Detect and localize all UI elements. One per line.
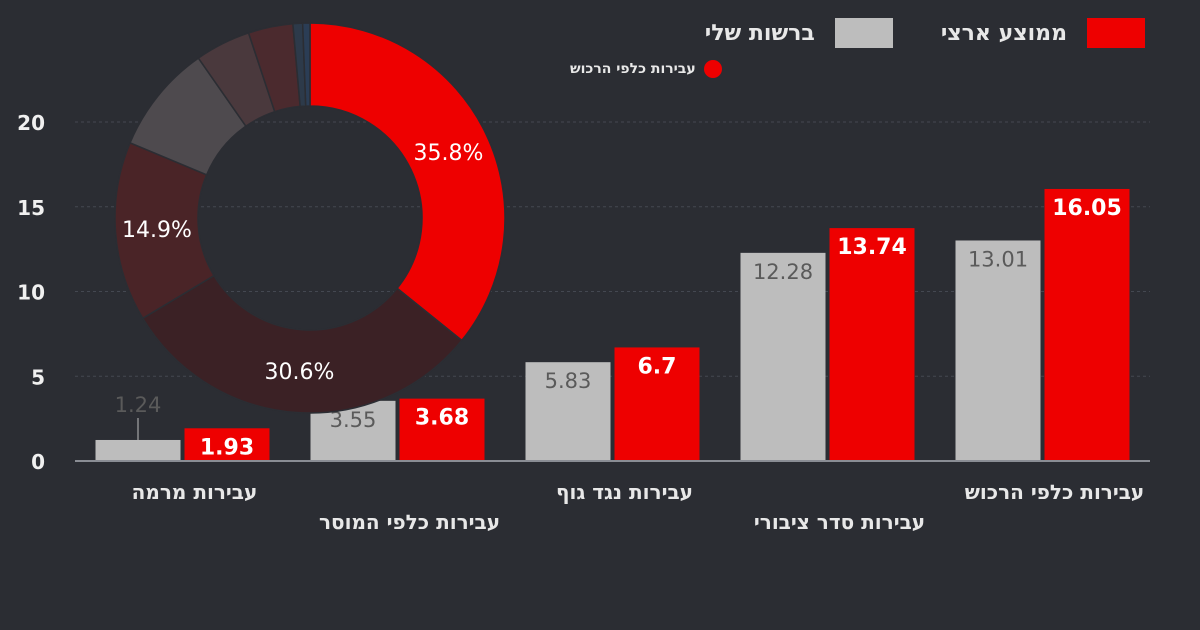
x-tick-label: עבירות נגד גוף <box>556 480 693 504</box>
donut-legend-label: עבירות כלפי הרכוש <box>570 61 696 77</box>
y-tick-label: 5 <box>31 365 45 389</box>
data-label-bg <box>413 403 471 432</box>
donut-slice[interactable] <box>309 22 506 342</box>
donut-slice-label: 30.6% <box>264 360 334 385</box>
y-tick-label: 0 <box>31 450 45 474</box>
y-tick-label: 20 <box>17 111 45 135</box>
bar-my-authority[interactable] <box>955 240 1041 461</box>
data-label-bg <box>198 433 256 462</box>
data-label-bg <box>837 233 907 262</box>
y-tick-label: 10 <box>17 281 45 305</box>
legend-swatch-national-average <box>1087 18 1145 48</box>
data-label-bg <box>634 352 680 381</box>
donut-legend-dot <box>703 60 722 78</box>
bar-my-authority[interactable] <box>95 439 181 461</box>
donut-legend[interactable]: עבירות כלפי הרכוש <box>570 60 722 78</box>
legend-item-national-average[interactable]: ממוצע ארצי <box>941 18 1145 48</box>
bar-national-average[interactable] <box>829 228 915 461</box>
legend-label-national-average: ממוצע ארצי <box>940 20 1067 46</box>
data-label-my-authority: 13.01 <box>968 247 1028 271</box>
data-label-national-average: 16.05 <box>1052 196 1122 221</box>
legend-label-my-authority: ברשות שלי <box>704 20 815 46</box>
data-label-national-average: 6.7 <box>638 354 677 379</box>
x-tick-label: עבירות מרמה <box>131 480 258 504</box>
y-tick-label: 15 <box>17 196 45 220</box>
donut-slice[interactable] <box>141 274 463 414</box>
legend-swatch-my-authority <box>834 18 893 48</box>
data-label-national-average: 3.68 <box>415 406 469 431</box>
data-label-my-authority: 5.83 <box>545 369 592 393</box>
bar-my-authority[interactable] <box>525 362 611 461</box>
chart-legend: ממוצע ארצי ברשות שלי <box>705 18 1145 48</box>
bar-my-authority[interactable] <box>740 252 826 461</box>
data-label-my-authority: 12.28 <box>753 260 813 284</box>
donut-slice-label: 14.9% <box>122 218 192 243</box>
donut-slice[interactable] <box>301 22 311 107</box>
data-label-my-authority: 1.24 <box>115 393 162 417</box>
data-label-national-average: 1.93 <box>200 435 254 460</box>
data-label-national-average: 13.74 <box>837 235 907 260</box>
bar-national-average[interactable] <box>1044 188 1130 461</box>
data-label-bg <box>1052 193 1122 222</box>
x-tick-label: עבירות כלפי הרכוש <box>964 480 1145 504</box>
x-tick-label: עבירות כלפי המוסר <box>318 510 501 534</box>
legend-item-my-authority[interactable]: ברשות שלי <box>705 18 893 48</box>
donut-slice-label: 35.8% <box>414 141 484 166</box>
x-tick-label: עבירות סדר ציבורי <box>753 510 926 534</box>
